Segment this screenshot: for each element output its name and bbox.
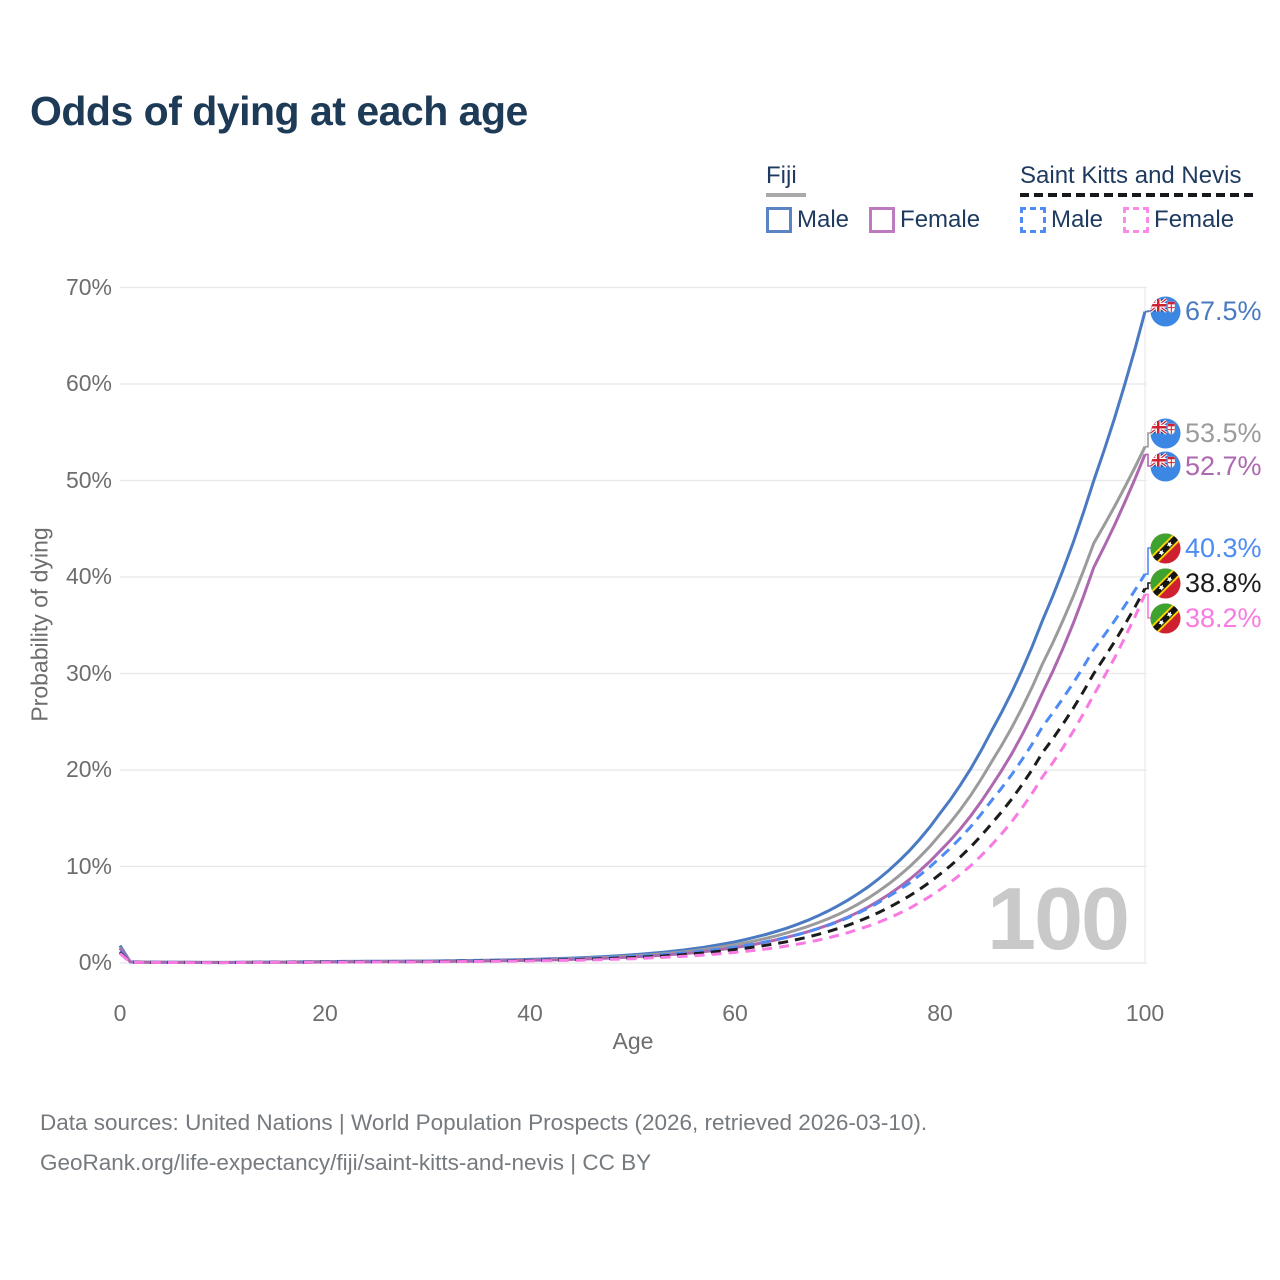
fiji-flag-icon xyxy=(1150,451,1181,482)
skn-female-swatch-icon[interactable] xyxy=(1123,207,1150,233)
value-label-text: 52.7% xyxy=(1185,450,1262,481)
age-watermark: 100 xyxy=(987,869,1130,968)
legend-item-fiji-male[interactable]: Male xyxy=(766,206,849,234)
value-label-text: 38.8% xyxy=(1185,567,1262,598)
legend-item-skn-male[interactable]: Male xyxy=(1020,206,1103,234)
legend-group-fiji: Fiji Male Female xyxy=(766,162,1000,234)
value-label-skn-total: 38.8% xyxy=(1150,566,1262,600)
x-tick-label: 80 xyxy=(927,1000,953,1026)
y-axis-title: Probability of dying xyxy=(26,527,53,722)
footer-data-sources: Data sources: United Nations | World Pop… xyxy=(40,1110,928,1135)
y-tick-label: 60% xyxy=(65,370,112,396)
series-line-saint-kitts-and-nevis-both-sexes xyxy=(118,587,1147,965)
legend-label: Male xyxy=(797,206,850,233)
series-line-saint-kitts-and-nevis-male xyxy=(118,573,1147,964)
legend-country-saint-kitts-and-nevis: Saint Kitts and Nevis xyxy=(1020,162,1242,189)
y-tick-label: 10% xyxy=(65,852,112,879)
value-label-text: 38.2% xyxy=(1185,602,1262,633)
footer-attribution: GeoRank.org/life-expectancy/fiji/saint-k… xyxy=(40,1150,652,1175)
x-tick-label: 20 xyxy=(312,1000,338,1026)
value-label-text: 40.3% xyxy=(1185,532,1262,563)
series-line-fiji-male xyxy=(118,311,1147,964)
y-tick-label: 20% xyxy=(65,756,112,782)
saint-kitts-and-nevis-flag-icon xyxy=(1150,603,1181,634)
legend-item-skn-female[interactable]: Female xyxy=(1123,206,1234,234)
legend-linestyle-fiji xyxy=(766,193,806,197)
series-line-fiji-female xyxy=(118,453,1147,964)
value-label-skn-female: 38.2% xyxy=(1150,601,1262,635)
x-tick-label: 40 xyxy=(517,1000,543,1026)
saint-kitts-and-nevis-flag-icon xyxy=(1150,568,1181,599)
skn-male-swatch-icon[interactable] xyxy=(1020,207,1046,233)
x-tick-label: 100 xyxy=(1125,1000,1165,1026)
y-tick-label: 0% xyxy=(78,949,112,975)
y-tick-label: 70% xyxy=(65,273,112,300)
x-axis-title: Age xyxy=(612,1028,654,1054)
legend-country-fiji: Fiji xyxy=(766,162,797,189)
legend-label: Female xyxy=(900,206,981,233)
y-tick-label: 30% xyxy=(65,659,112,686)
saint-kitts-and-nevis-flag-icon xyxy=(1150,533,1181,564)
value-label-text: 53.5% xyxy=(1185,417,1262,448)
value-label-fiji-female: 52.7% xyxy=(1150,449,1262,483)
y-tick-label: 50% xyxy=(65,466,112,493)
series-line-fiji-both-sexes xyxy=(118,446,1147,965)
page-title: Odds of dying at each age xyxy=(30,88,528,134)
fiji-flag-icon xyxy=(1150,296,1181,327)
legend-linestyle-saint-kitts-and-nevis xyxy=(1020,193,1253,197)
y-tick-label: 40% xyxy=(65,563,112,589)
value-label-fiji-male: 67.5% xyxy=(1150,294,1262,328)
series-line-saint-kitts-and-nevis-female xyxy=(119,593,1147,965)
legend-label: Male xyxy=(1051,206,1104,233)
value-label-skn-male: 40.3% xyxy=(1150,531,1262,565)
legend-label: Female xyxy=(1154,206,1235,233)
x-tick-label: 0 xyxy=(113,1000,127,1026)
fiji-flag-icon xyxy=(1150,418,1181,449)
legend-item-fiji-female[interactable]: Female xyxy=(869,206,980,234)
value-label-fiji-total: 53.5% xyxy=(1150,416,1262,450)
value-label-text: 67.5% xyxy=(1185,295,1262,326)
legend-group-saint-kitts-and-nevis: Saint Kitts and Nevis Male Female xyxy=(1020,162,1254,234)
fiji-female-swatch-icon[interactable] xyxy=(869,207,896,233)
fiji-male-swatch-icon[interactable] xyxy=(766,207,792,233)
x-tick-label: 60 xyxy=(722,1000,748,1026)
